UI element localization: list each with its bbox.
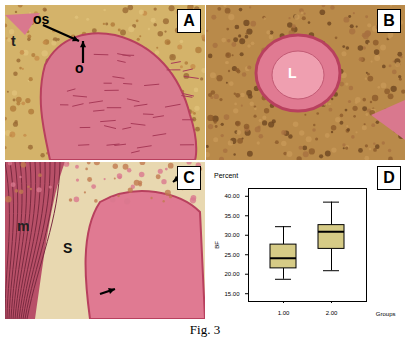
html-text:L: L — [288, 65, 297, 81]
svg-text:35.00: 35.00 — [224, 213, 240, 219]
html-text:m: m — [17, 218, 30, 234]
svg-text:30.00: 30.00 — [224, 232, 240, 238]
html-text:C: C — [183, 169, 195, 186]
svg-text:BF: BF — [214, 241, 220, 249]
html-text:Percent: Percent — [214, 172, 239, 179]
html-text:Fig. 3: Fig. 3 — [189, 322, 221, 337]
svg-text:Groups: Groups — [376, 311, 396, 317]
html-text:o: o — [75, 60, 84, 76]
svg-text:1.00: 1.00 — [278, 310, 290, 316]
svg-text:2.00: 2.00 — [326, 310, 338, 316]
svg-text:25.00: 25.00 — [224, 252, 240, 258]
svg-text:20.00: 20.00 — [224, 271, 240, 277]
svg-text:15.00: 15.00 — [224, 291, 240, 297]
html-text:os: os — [33, 11, 50, 27]
html-text:t: t — [11, 33, 16, 49]
svg-text:40.00: 40.00 — [224, 193, 240, 199]
html-text:A: A — [183, 12, 195, 29]
html-text:B: B — [383, 12, 395, 29]
html-text:D: D — [383, 169, 395, 186]
html-text:S: S — [63, 240, 73, 256]
